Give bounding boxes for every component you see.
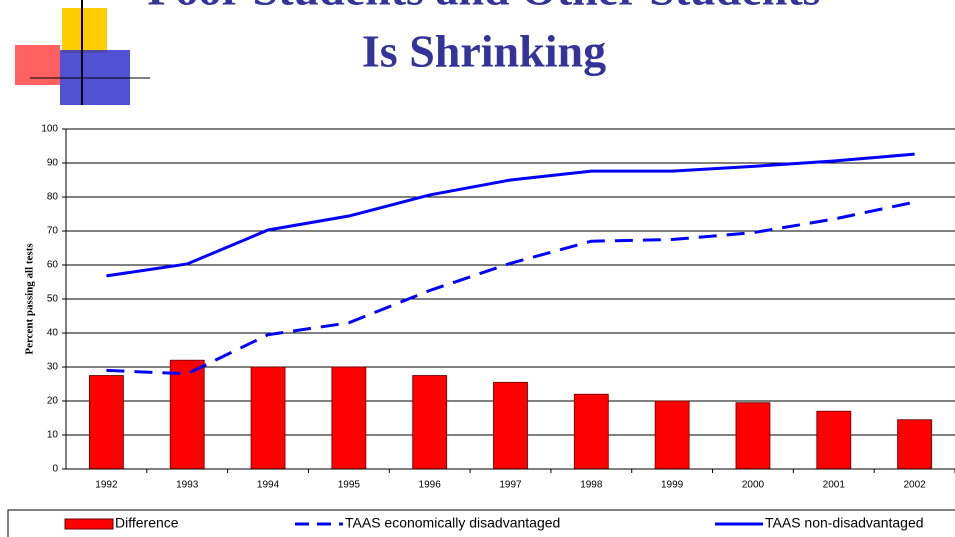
y-tick-label: 20 [47, 396, 59, 407]
bar [493, 381, 528, 470]
bar [169, 359, 205, 470]
x-tick-label: 1993 [176, 480, 199, 491]
y-tick-label: 90 [47, 158, 59, 169]
x-tick-label: 2000 [742, 480, 765, 491]
legend-swatch [64, 518, 114, 530]
x-tick-label: 2001 [823, 480, 846, 491]
bar [654, 400, 690, 470]
y-tick-label: 30 [47, 362, 59, 373]
x-tick-label: 1996 [419, 480, 442, 491]
logo-square [62, 8, 107, 53]
x-tick-label: 1999 [661, 480, 684, 491]
y-tick-label: 70 [47, 226, 59, 237]
legend-label: Difference [115, 515, 179, 531]
legend-label: TAAS non-disadvantaged [765, 515, 924, 531]
bar [331, 366, 367, 470]
bar [573, 393, 609, 470]
bar [250, 366, 286, 470]
chart-title: Poor Students and Other Students [147, 0, 820, 15]
x-tick-label: 1994 [257, 480, 280, 491]
y-tick-label: 80 [47, 192, 59, 203]
line [106, 200, 915, 376]
bar [735, 402, 771, 470]
logo-square [15, 45, 60, 85]
y-axis-label: Percent passing all tests [24, 243, 36, 355]
legend-box [7, 509, 955, 537]
x-tick-label: 1995 [338, 480, 361, 491]
y-tick-label: 0 [52, 464, 58, 475]
y-tick-label: 60 [47, 260, 59, 271]
bar [816, 410, 852, 470]
line [106, 152, 915, 278]
x-tick-label: 2002 [903, 480, 926, 491]
x-tick-label: 1997 [499, 480, 522, 491]
bar [89, 375, 124, 470]
x-tick-label: 1998 [580, 480, 603, 491]
y-tick-label: 50 [47, 294, 59, 305]
bar [412, 375, 448, 470]
y-tick-label: 100 [41, 124, 58, 135]
bar [897, 419, 932, 470]
chart-title: Is Shrinking [362, 26, 606, 77]
y-tick-label: 10 [47, 430, 59, 441]
x-tick-label: 1992 [95, 480, 118, 491]
y-tick-label: 40 [47, 328, 59, 339]
legend-label: TAAS economically disadvantaged [345, 515, 560, 531]
